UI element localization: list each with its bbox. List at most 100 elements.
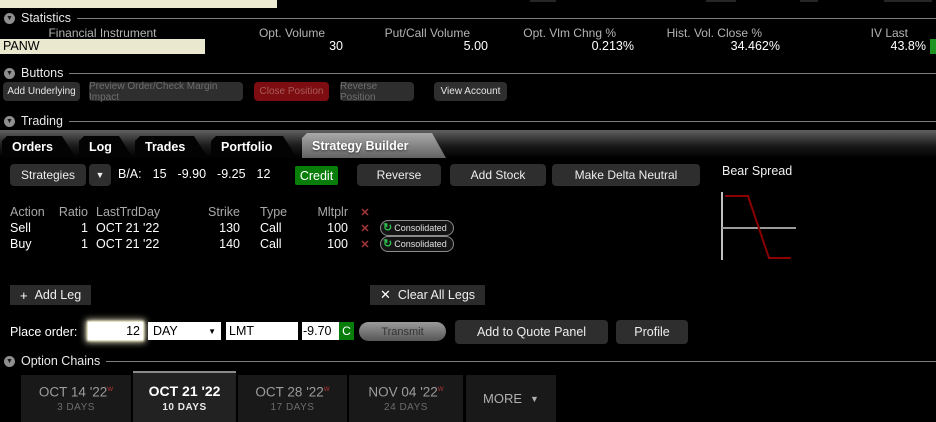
tab-strategy-builder[interactable]: Strategy Builder (302, 133, 446, 158)
add-leg-button[interactable]: + Add Leg (10, 285, 92, 305)
leg-type: Call (260, 221, 282, 235)
reverse-button[interactable]: Reverse (357, 164, 441, 186)
consolidated-toggle[interactable]: ↻ Consolidated (380, 236, 454, 252)
iv-highlight-edge (930, 39, 936, 54)
add-to-quote-panel-button[interactable]: Add to Quote Panel (455, 320, 608, 344)
instrument-cell[interactable]: PANW (0, 39, 205, 54)
leg-ratio: 1 (81, 237, 88, 251)
consolidated-toggle[interactable]: ↻ Consolidated (380, 220, 454, 236)
divider (77, 18, 936, 19)
remove-leg-icon[interactable]: ✕ (360, 222, 370, 235)
leg-ratio: 1 (81, 221, 88, 235)
expiry-tab-oct14[interactable]: OCT 14 '22w 3 DAYS (21, 375, 131, 422)
clipped-text-fragment (530, 0, 556, 2)
leg-strike: 140 (219, 237, 240, 251)
tab-trades[interactable]: Trades (135, 136, 208, 158)
expiry-tab-oct21-selected[interactable]: OCT 21 '22 10 DAYS (133, 371, 236, 422)
leg-mltplr: 100 (327, 221, 348, 235)
divider (106, 361, 936, 362)
weekly-marker: w (107, 383, 114, 393)
expiry-days: 17 DAYS (270, 402, 315, 414)
expiry-date: OCT 14 '22w (38, 383, 114, 400)
profile-button[interactable]: Profile (616, 320, 688, 344)
credit-badge: Credit (295, 166, 338, 185)
h-action: Action (10, 205, 45, 219)
clear-all-legs-label: Clear All Legs (397, 288, 476, 302)
close-icon: ✕ (380, 287, 391, 302)
expiry-date: NOV 04 '22w (368, 383, 444, 400)
close-position-button[interactable]: Close Position (254, 82, 329, 101)
payoff-chart-title: Bear Spread (722, 164, 793, 178)
option-chains-title: Option Chains (21, 354, 101, 368)
preview-order-button[interactable]: Preview Order/Check Margin Impact (89, 81, 243, 103)
reverse-position-button[interactable]: Reverse Position (340, 81, 414, 103)
ask-size: 12 (256, 167, 271, 181)
expiry-tab-oct28[interactable]: OCT 28 '22w 17 DAYS (238, 375, 347, 422)
col-opt-vlm-chng: Opt. Vlm Chng % (523, 26, 616, 40)
remove-all-legs-icon[interactable]: ✕ (360, 206, 370, 219)
divider (69, 73, 936, 74)
expiry-date: OCT 21 '22 (148, 382, 221, 399)
order-type-input[interactable] (226, 322, 298, 340)
more-label: MORE (483, 391, 523, 406)
legs-header-row: Action Ratio LastTrdDay Strike Type Mltp… (10, 204, 454, 220)
expiry-tab-nov04[interactable]: NOV 04 '22w 24 DAYS (349, 375, 463, 422)
strategies-dropdown-icon[interactable]: ▼ (89, 164, 111, 186)
collapse-statistics-icon[interactable]: ▼ (4, 12, 15, 24)
add-leg-label: Add Leg (34, 288, 82, 302)
opt-vlm-chng-value: 0.213% (591, 39, 634, 53)
trading-section-header: ▼ Trading (0, 114, 936, 128)
limit-price-input[interactable] (302, 322, 339, 340)
bid-ask-readout: B/A: 15 -9.90 -9.25 12 (118, 167, 270, 181)
h-lasttrdday: LastTrdDay (96, 205, 161, 219)
h-ratio: Ratio (58, 205, 88, 219)
top-highlight-bar (0, 0, 277, 8)
clipped-text-fragment (884, 0, 932, 2)
make-delta-neutral-button[interactable]: Make Delta Neutral (552, 164, 700, 186)
tab-portfolio[interactable]: Portfolio (211, 136, 297, 158)
add-stock-button[interactable]: Add Stock (450, 164, 546, 186)
ba-label: B/A: (118, 167, 142, 181)
tif-select[interactable]: DAY ▼ (148, 322, 221, 340)
tif-value: DAY (153, 324, 178, 338)
leg-type: Call (260, 237, 282, 251)
expiry-date: OCT 28 '22w (255, 383, 330, 400)
weekly-marker: w (437, 383, 444, 393)
bid-price: -9.90 (177, 167, 207, 181)
statistics-column-headers: Financial Instrument Opt. Volume Put/Cal… (0, 26, 930, 40)
leg-strike: 130 (219, 221, 240, 235)
place-order-label: Place order: (10, 325, 78, 339)
statistics-section-header: ▼ Statistics (0, 11, 936, 25)
col-iv-last: IV Last (870, 26, 908, 40)
weekly-marker: w (323, 383, 330, 393)
view-account-button[interactable]: View Account (434, 82, 507, 101)
collapse-option-chains-icon[interactable]: ▼ (4, 355, 15, 367)
strategies-button[interactable]: Strategies (10, 164, 86, 186)
ask-price: -9.25 (217, 167, 246, 181)
trading-title: Trading (21, 114, 63, 128)
add-underlying-button[interactable]: Add Underlying (3, 82, 80, 101)
tab-log[interactable]: Log (79, 136, 133, 158)
legs-table: Action Ratio LastTrdDay Strike Type Mltp… (10, 204, 454, 252)
quantity-input[interactable] (88, 322, 143, 340)
leg-row-buy: Buy 1 OCT 21 '22 140 Call 100 ✕ ↻ Consoli… (10, 236, 454, 252)
col-hist-vol-close: Hist. Vol. Close % (666, 26, 762, 40)
expiry-days: 10 DAYS (162, 401, 207, 413)
collapse-buttons-icon[interactable]: ▼ (4, 67, 15, 79)
clear-all-legs-button[interactable]: ✕ Clear All Legs (370, 285, 486, 305)
put-call-volume-value: 5.00 (463, 39, 488, 53)
opt-volume-value: 30 (329, 39, 343, 53)
leg-mltplr: 100 (327, 237, 348, 251)
option-chains-section-header: ▼ Option Chains (0, 354, 936, 368)
more-expiries-button[interactable]: MORE ▼ (466, 375, 556, 422)
collapse-trading-icon[interactable]: ▼ (4, 115, 15, 127)
col-opt-volume: Opt. Volume (258, 26, 325, 40)
leg-lasttrdday: OCT 21 '22 (96, 221, 160, 235)
transmit-button[interactable]: Transmit (359, 322, 446, 341)
refresh-icon: ↻ (383, 222, 393, 234)
remove-leg-icon[interactable]: ✕ (360, 238, 370, 251)
h-mltplr: Mltplr (317, 205, 348, 219)
h-type: Type (260, 205, 288, 219)
leg-lasttrdday: OCT 21 '22 (96, 237, 160, 251)
tab-orders[interactable]: Orders (2, 136, 76, 158)
